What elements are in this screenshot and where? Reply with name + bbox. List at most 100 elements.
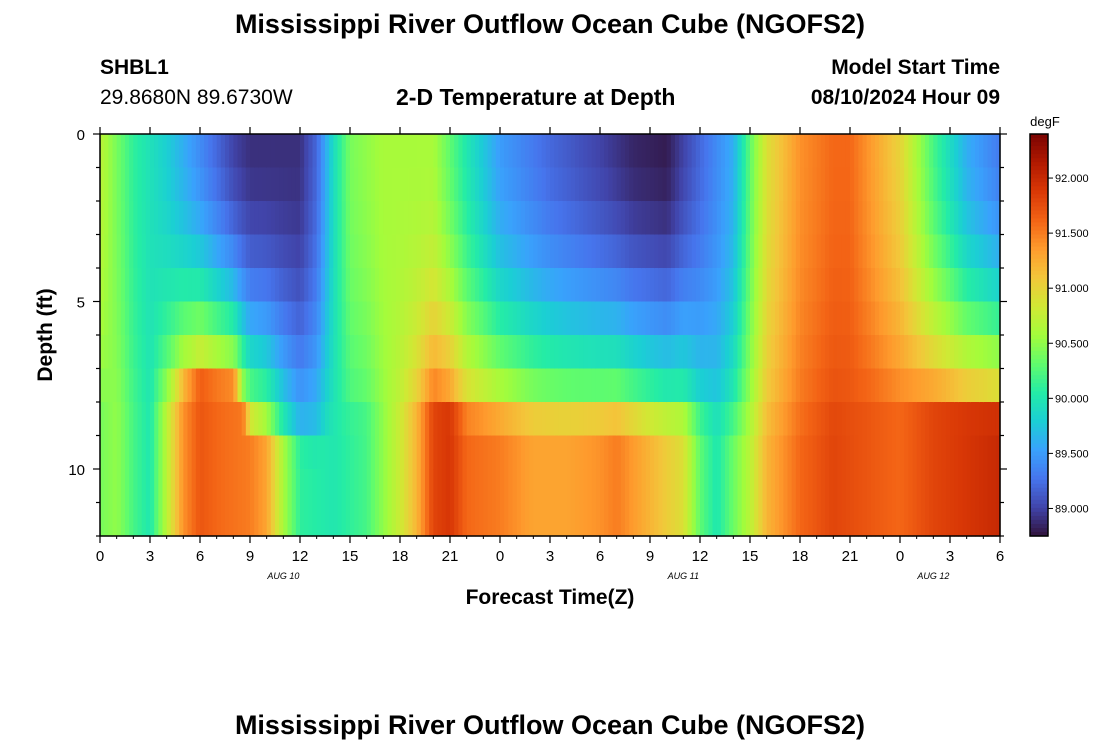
- colorbar-segment: [1030, 234, 1048, 240]
- heatmap-cell: [787, 268, 793, 303]
- heatmap-cell: [612, 335, 618, 370]
- heatmap-cell: [287, 301, 293, 336]
- heatmap-cell: [420, 469, 426, 504]
- heatmap-cell: [550, 234, 555, 269]
- heatmap-cell: [570, 167, 576, 202]
- heatmap-cell: [716, 301, 722, 336]
- heatmap-cell: [708, 402, 714, 437]
- heatmap-cell: [845, 201, 851, 236]
- heatmap-cell: [670, 268, 676, 303]
- heatmap-cell: [400, 268, 405, 303]
- colorbar-segment: [1030, 142, 1048, 147]
- heatmap-cell: [495, 201, 501, 236]
- heatmap-cell: [937, 402, 943, 437]
- heatmap-cell: [316, 368, 322, 403]
- heatmap-cell: [441, 435, 447, 470]
- heatmap-cell: [683, 368, 689, 403]
- heatmap-cell: [629, 335, 634, 370]
- colorbar-segment: [1030, 306, 1048, 312]
- heatmap-cell: [920, 502, 926, 537]
- heatmap-cell: [845, 469, 851, 504]
- heatmap-cell: [916, 268, 922, 303]
- heatmap-cell: [933, 167, 939, 202]
- heatmap-cell: [687, 234, 693, 269]
- colorbar-segment: [1030, 290, 1048, 296]
- heatmap-cell: [358, 134, 364, 169]
- heatmap-cell: [700, 268, 705, 303]
- heatmap-cell: [508, 268, 514, 303]
- heatmap-cell: [491, 368, 497, 403]
- heatmap-cell: [629, 167, 634, 202]
- heatmap-cell: [191, 435, 197, 470]
- heatmap-cell: [554, 201, 559, 236]
- heatmap-cell: [487, 134, 493, 169]
- heatmap-cell: [333, 268, 339, 303]
- heatmap-cell: [691, 502, 697, 537]
- heatmap-cell: [208, 368, 214, 403]
- heatmap-cell: [433, 335, 439, 370]
- heatmap-cell: [266, 301, 272, 336]
- heatmap-cell: [816, 301, 822, 336]
- heatmap-cell: [612, 435, 618, 470]
- heatmap-cell: [608, 201, 614, 236]
- heatmap-cell: [391, 268, 397, 303]
- colorbar-segment: [1030, 455, 1048, 461]
- heatmap-cell: [970, 469, 976, 504]
- x-tick-label: 15: [742, 548, 759, 565]
- heatmap-cell: [808, 134, 814, 169]
- colorbar-segment: [1030, 511, 1048, 517]
- heatmap-cell: [787, 134, 793, 169]
- heatmap-cell: [312, 335, 318, 370]
- x-tick-label: 3: [946, 548, 954, 565]
- heatmap-cell: [437, 469, 443, 504]
- colorbar-segment: [1030, 178, 1048, 183]
- heatmap-cell: [141, 167, 147, 202]
- heatmap-cell: [204, 469, 209, 504]
- heatmap-cell: [716, 502, 722, 537]
- heatmap-cell: [441, 368, 447, 403]
- heatmap-cell: [325, 268, 330, 303]
- heatmap-cell: [470, 368, 476, 403]
- heatmap-cell: [712, 268, 718, 303]
- heatmap-cell: [254, 368, 259, 403]
- heatmap-cell: [645, 301, 651, 336]
- heatmap-cell: [429, 368, 434, 403]
- heatmap-cell: [233, 368, 239, 403]
- heatmap-cell: [604, 234, 609, 269]
- heatmap-cell: [941, 201, 947, 236]
- heatmap-cell: [362, 167, 368, 202]
- heatmap-cell: [475, 502, 480, 537]
- heatmap-cell: [804, 201, 809, 236]
- heatmap-cell: [404, 335, 409, 370]
- heatmap-cell: [712, 435, 718, 470]
- heatmap-cell: [837, 502, 843, 537]
- heatmap-cell: [500, 167, 505, 202]
- heatmap-cell: [170, 268, 176, 303]
- heatmap-cell: [483, 167, 489, 202]
- heatmap-cell: [645, 502, 651, 537]
- heatmap-cell: [329, 502, 334, 537]
- heatmap-cell: [820, 234, 826, 269]
- heatmap-cell: [900, 167, 905, 202]
- heatmap-cell: [150, 134, 155, 169]
- heatmap-cell: [541, 167, 547, 202]
- heatmap-cell: [708, 201, 714, 236]
- heatmap-cell: [100, 134, 105, 169]
- heatmap-cell: [354, 134, 359, 169]
- heatmap-cell: [633, 167, 639, 202]
- heatmap-cell: [845, 368, 851, 403]
- heatmap-cell: [229, 435, 234, 470]
- heatmap-cell: [483, 502, 489, 537]
- colorbar-segment: [1030, 226, 1048, 232]
- heatmap-cell: [612, 368, 618, 403]
- heatmap-cell: [354, 502, 359, 537]
- heatmap-cell: [120, 134, 126, 169]
- heatmap-cell: [608, 368, 614, 403]
- heatmap-cell: [608, 335, 614, 370]
- heatmap-cell: [233, 167, 239, 202]
- heatmap-cell: [458, 335, 464, 370]
- heatmap-cell: [604, 167, 609, 202]
- heatmap-cell: [350, 402, 355, 437]
- heatmap-cell: [320, 368, 326, 403]
